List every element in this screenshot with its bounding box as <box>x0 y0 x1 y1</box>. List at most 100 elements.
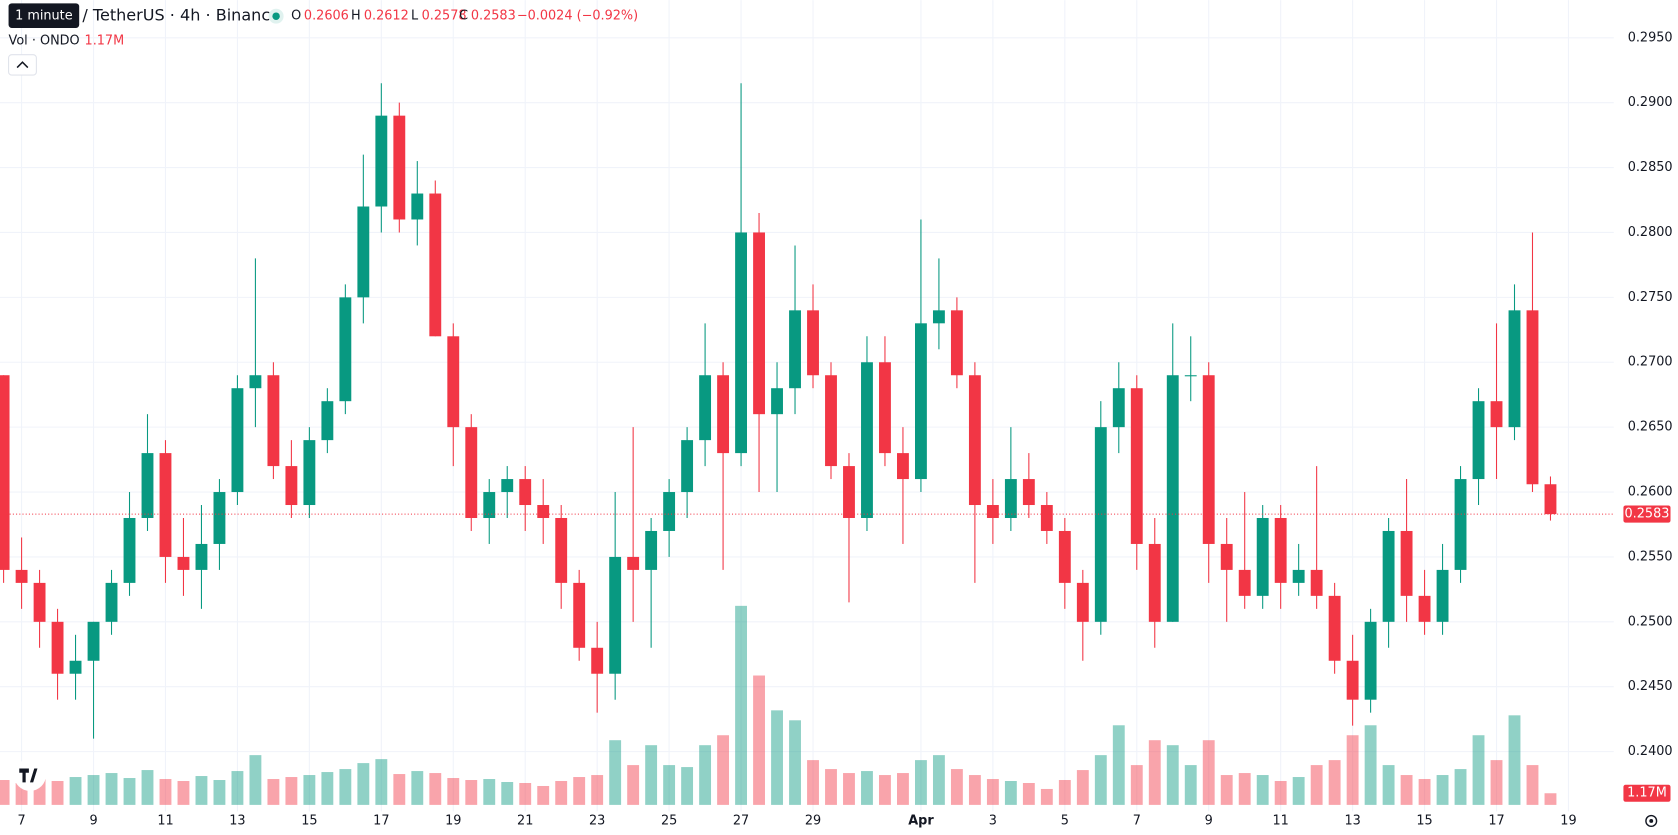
legend-value: 0.2583 <box>471 9 516 24</box>
candle-body <box>753 232 765 415</box>
y-tick-label: 0.2400 <box>1628 744 1673 759</box>
candle-body <box>717 375 730 454</box>
axes: 0.2400 0.2450 0.2500 0.2550 0.2600 0.2650 0.27… <box>0 30 1673 828</box>
candle-body <box>591 647 604 674</box>
last-price-label: 0.2583 <box>1625 507 1670 522</box>
candle-body <box>537 505 550 518</box>
volume-bar <box>267 779 280 805</box>
candle-body <box>1022 479 1035 506</box>
volume-bar <box>627 765 640 805</box>
volume-bar <box>950 769 963 805</box>
volume-bar <box>1400 775 1413 805</box>
candle-body <box>986 505 999 518</box>
candle-body <box>69 660 82 674</box>
volume-legend-value: 1.17M <box>85 33 125 48</box>
legend-key: O <box>291 9 301 24</box>
volume-bar <box>1040 788 1053 805</box>
volume-bar <box>339 769 352 805</box>
candle-body <box>1238 569 1251 596</box>
x-tick-label: 13 <box>1344 813 1360 828</box>
candle-body <box>681 440 694 493</box>
candle-body <box>1310 569 1323 596</box>
volume-bar <box>123 778 136 805</box>
collapse-button[interactable] <box>8 54 37 76</box>
candle-body <box>1130 388 1143 544</box>
y-tick-label: 0.2450 <box>1628 679 1673 694</box>
volume-bar <box>968 775 981 805</box>
x-tick-label: 27 <box>733 813 749 828</box>
candle-body <box>285 466 298 506</box>
volume-bar <box>1274 781 1287 805</box>
volume-bar <box>51 781 64 805</box>
settings-icon[interactable] <box>1645 814 1658 827</box>
candle-body <box>483 492 496 518</box>
volume-bar <box>897 773 909 805</box>
volume-bar <box>537 785 550 805</box>
candle-body <box>1040 505 1053 531</box>
volume-bar <box>1472 735 1485 805</box>
volume-bar <box>1058 780 1071 805</box>
x-tick-label: 17 <box>1488 813 1504 828</box>
volume-bar <box>1418 779 1431 805</box>
volume-bar <box>465 780 478 805</box>
volume-bar <box>1112 725 1125 805</box>
candle-body <box>375 115 388 207</box>
candle-body <box>33 582 46 622</box>
candle-body <box>1184 375 1197 377</box>
symbol-title[interactable]: / TetherUS · 4h · Binance <box>82 6 280 25</box>
volume-bar <box>321 772 334 805</box>
volume-bar <box>1454 769 1467 805</box>
y-tick-label: 0.2700 <box>1628 355 1673 370</box>
x-tick-label: 15 <box>1416 813 1432 828</box>
candle-body <box>411 193 424 220</box>
candle-body <box>861 362 873 518</box>
candle-body <box>1112 388 1125 428</box>
x-tick-label: 7 <box>17 813 25 828</box>
volume-bar <box>213 780 226 805</box>
candle-body <box>123 517 136 583</box>
volume-bar <box>807 760 819 805</box>
candle-body <box>968 375 981 506</box>
candle-body <box>1076 582 1089 622</box>
legend-value: 0.2612 <box>364 9 409 24</box>
candle-body <box>1202 375 1215 544</box>
x-tick-label: 5 <box>1061 813 1069 828</box>
volume-bar <box>1148 740 1161 805</box>
candle-body <box>1400 530 1413 596</box>
candle-body <box>1148 543 1161 622</box>
x-tick-label: 11 <box>157 813 173 828</box>
volume-bar <box>753 675 765 805</box>
collapse-icon <box>16 61 29 69</box>
candle-body <box>1256 517 1269 596</box>
volume-bar <box>1184 765 1197 805</box>
volume-bar <box>1202 740 1215 805</box>
volume-bar <box>681 767 694 805</box>
candle-body <box>897 453 909 480</box>
candle-body <box>663 492 676 531</box>
volume-bar <box>501 782 514 805</box>
candle-body <box>501 479 514 493</box>
candle-body <box>429 193 442 337</box>
volume-bar <box>285 777 298 805</box>
legend-key: H <box>351 9 361 24</box>
candle-body <box>1436 569 1449 622</box>
volume-bar <box>609 740 622 805</box>
volume-bar <box>555 781 568 805</box>
candle-body <box>1472 401 1485 480</box>
candle-body <box>1544 484 1557 515</box>
volume-bar <box>645 745 658 805</box>
volume-bar <box>1436 775 1449 805</box>
candle-body <box>1364 621 1377 700</box>
volume-bar <box>1130 765 1143 805</box>
x-tick-label: 19 <box>1560 813 1576 828</box>
x-tick-label: 3 <box>989 813 997 828</box>
volume-bar <box>663 765 676 805</box>
volume-bar <box>195 776 208 805</box>
candle-body <box>213 492 226 544</box>
candle-body <box>1382 530 1395 622</box>
candle-body <box>231 388 244 493</box>
candle-body <box>1328 595 1341 661</box>
x-tick-label: 17 <box>373 813 389 828</box>
candle-body <box>843 466 855 518</box>
volume-bar <box>825 769 837 805</box>
